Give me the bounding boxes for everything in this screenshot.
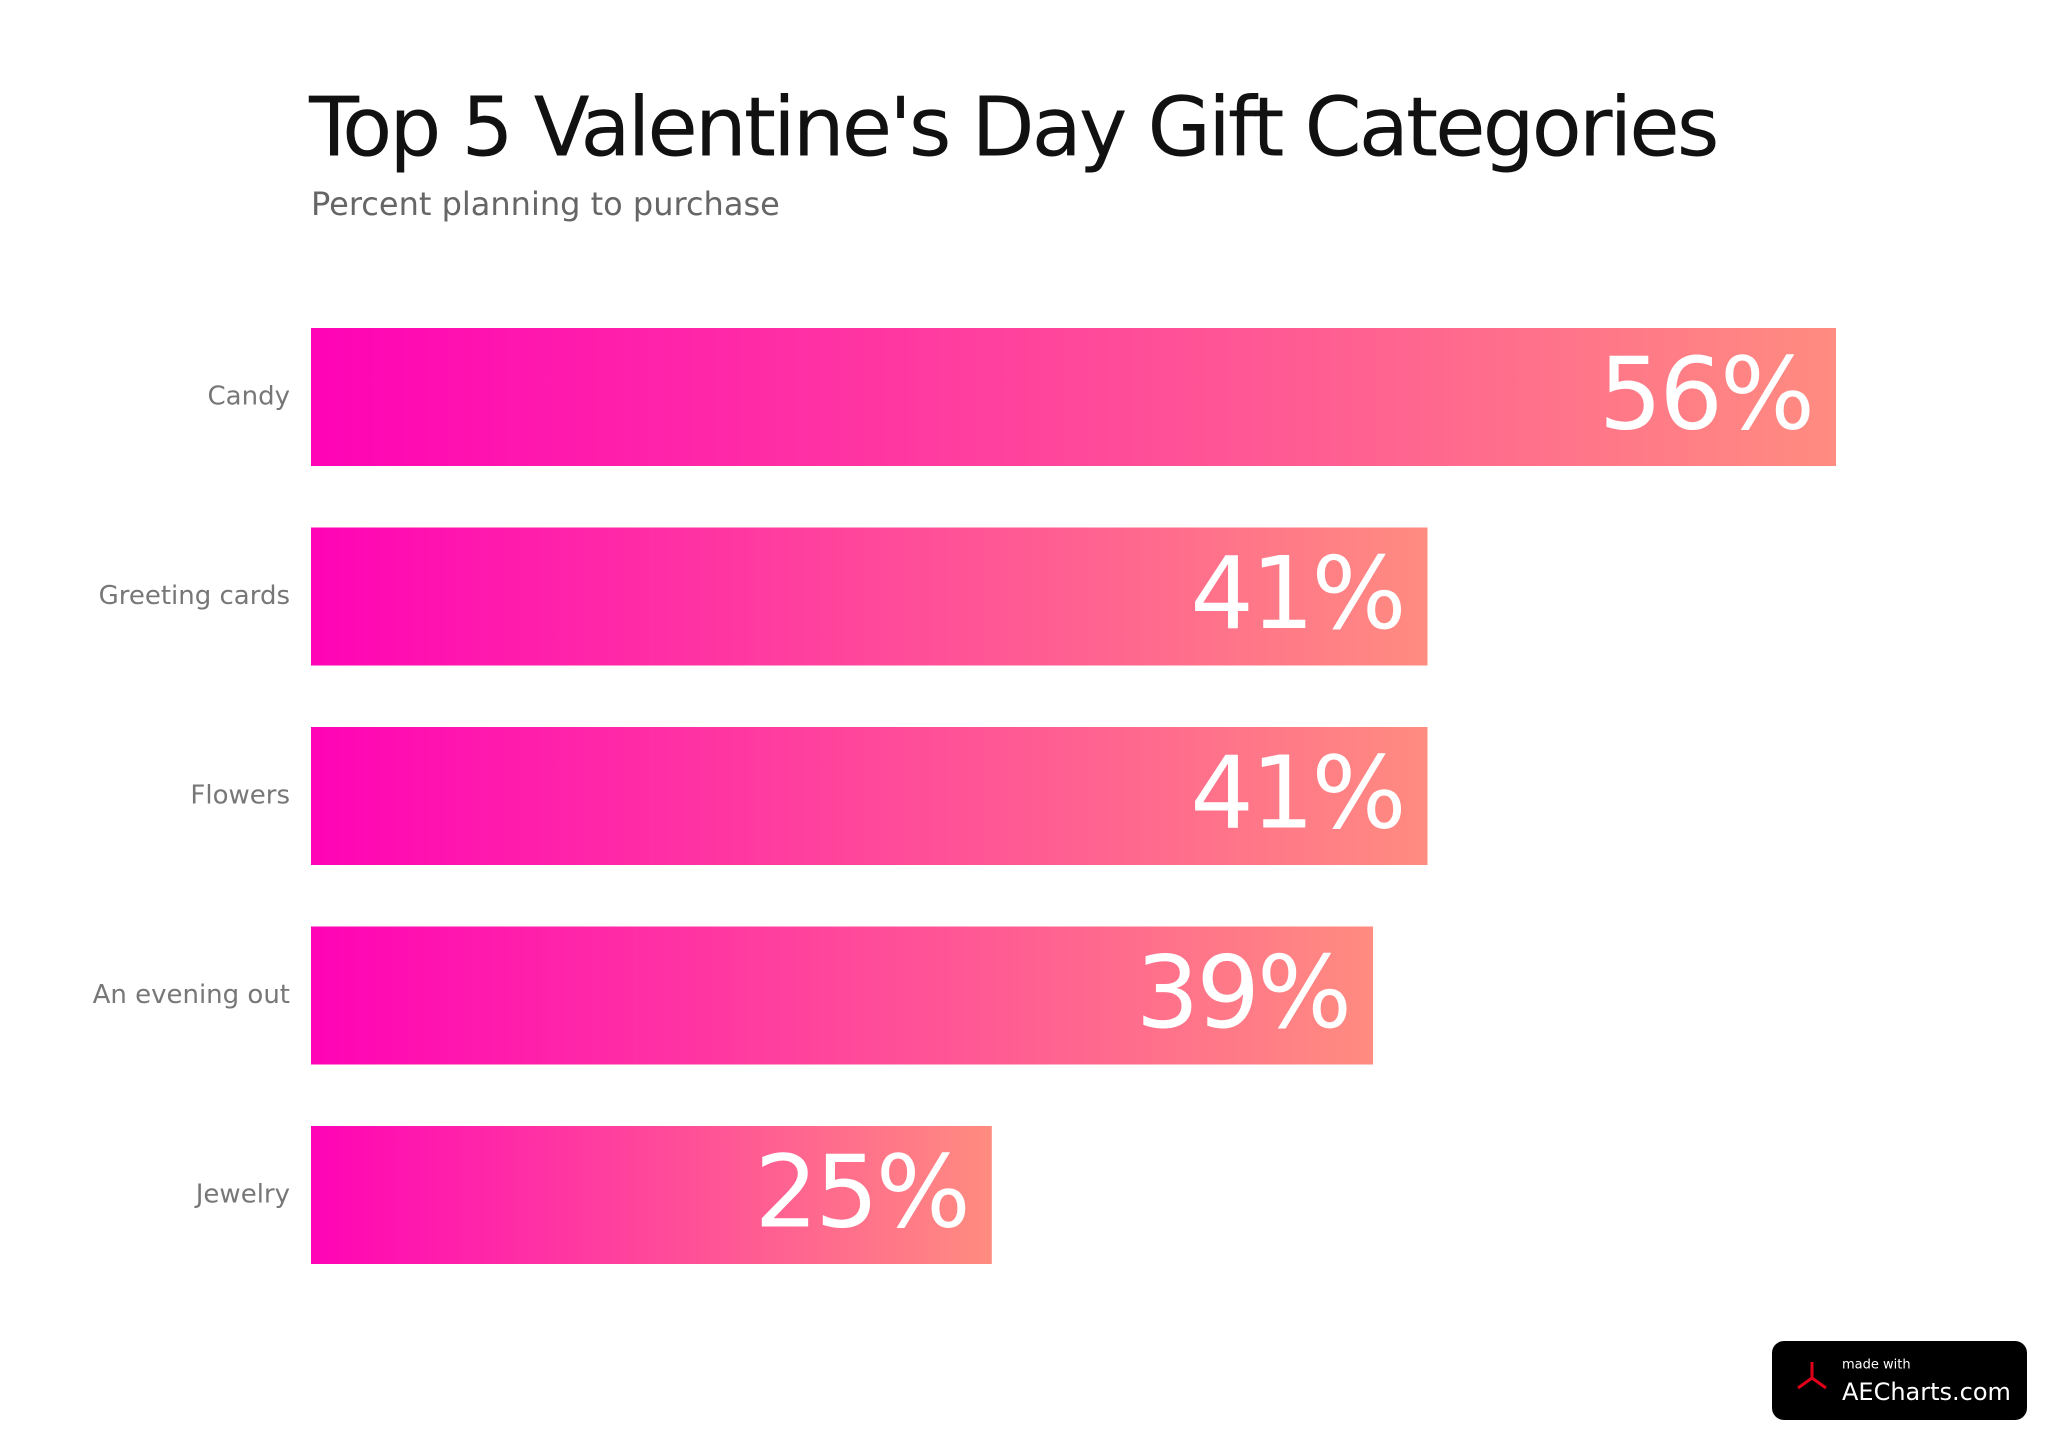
watermark-box bbox=[1772, 1341, 2027, 1420]
bar bbox=[311, 727, 1428, 865]
value-label: 41% bbox=[1190, 734, 1403, 851]
y-tick-label: Flowers bbox=[190, 781, 290, 811]
bar bbox=[311, 1126, 992, 1264]
watermark-small: made with bbox=[1842, 1358, 1911, 1373]
value-label: 56% bbox=[1599, 335, 1812, 452]
y-tick-label: Jewelry bbox=[194, 1180, 290, 1210]
watermark-logo bbox=[1797, 1362, 1827, 1390]
chart-subtitle: Percent planning to purchase bbox=[311, 185, 780, 223]
value-label: 41% bbox=[1190, 535, 1403, 652]
bar bbox=[311, 527, 1428, 666]
value-label: 39% bbox=[1136, 934, 1349, 1051]
y-tick-label: Greeting cards bbox=[99, 581, 290, 611]
chart-title: Top 5 Valentine's Day Gift Categories bbox=[308, 80, 1716, 175]
bar bbox=[311, 328, 1836, 466]
watermark-site: AECharts.com bbox=[1842, 1378, 2011, 1406]
y-tick-label: An evening out bbox=[93, 980, 290, 1010]
watermark[interactable]: made with AECharts.com bbox=[1772, 1341, 2027, 1420]
bar bbox=[311, 926, 1374, 1065]
y-tick-label: Candy bbox=[208, 382, 290, 412]
value-label: 25% bbox=[755, 1133, 968, 1250]
